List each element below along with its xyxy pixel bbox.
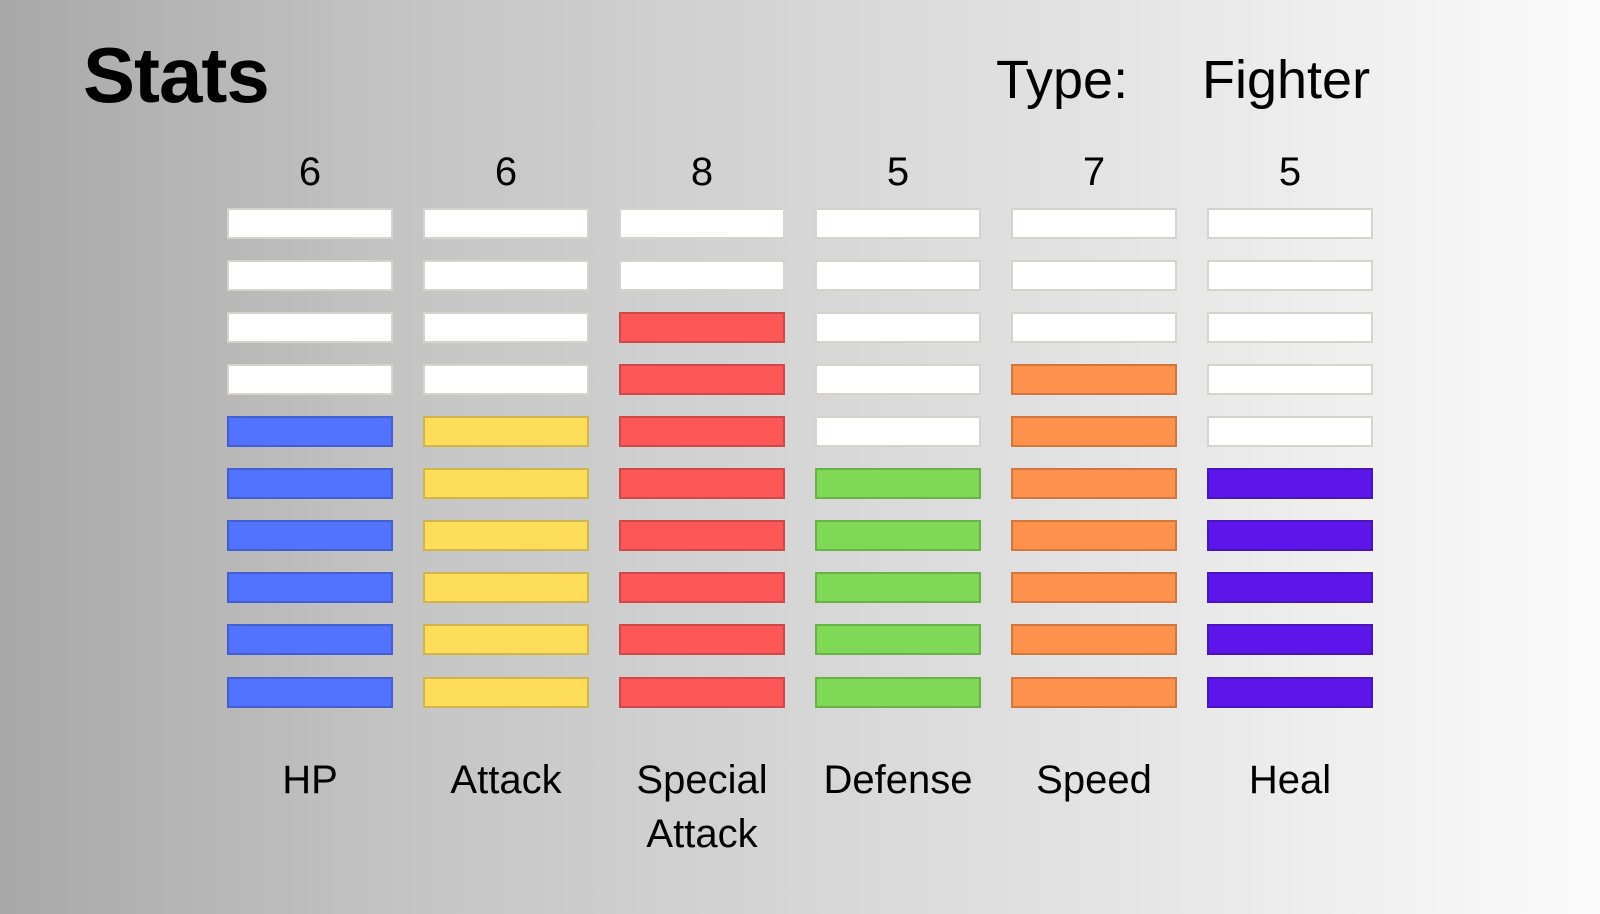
stat-bar-segment-empty <box>1011 260 1177 291</box>
stat-column: 5 Heal <box>1207 0 1373 914</box>
stat-bar-segment-filled <box>815 677 981 708</box>
stat-bar-segment-filled <box>1207 468 1373 499</box>
stat-bar-segment-filled <box>619 520 785 551</box>
stat-bar-segment-empty <box>1011 208 1177 239</box>
type-label: Type: <box>996 50 1129 110</box>
stat-bar-segment-empty <box>815 416 981 447</box>
stat-bar-segment-filled <box>619 312 785 343</box>
stat-bar-segment-empty <box>227 208 393 239</box>
stat-bar-segment-empty <box>1207 416 1373 447</box>
stat-bar-segment-filled <box>1011 572 1177 603</box>
stat-bar-segment-filled <box>423 624 589 655</box>
type-value: Fighter <box>1202 50 1371 110</box>
stat-bar-segment-filled <box>619 624 785 655</box>
stat-bar-segment-empty <box>1207 260 1373 291</box>
stat-bar-segment-filled <box>815 520 981 551</box>
stat-bar-segment-filled <box>1207 572 1373 603</box>
stat-bar-segment-empty <box>1207 312 1373 343</box>
stat-value: 5 <box>886 150 910 194</box>
stat-bar-segment-empty <box>227 312 393 343</box>
stat-bar-segment-empty <box>1207 208 1373 239</box>
stat-bar-segment-filled <box>227 468 393 499</box>
stat-bar-segment-filled <box>619 468 785 499</box>
stat-bar-segment-filled <box>815 624 981 655</box>
stat-bar-segment-filled <box>815 572 981 603</box>
stat-bar-segment-filled <box>423 677 589 708</box>
stat-bar-segment-filled <box>1011 416 1177 447</box>
stat-bar-segment-filled <box>423 468 589 499</box>
stat-label: HP <box>282 758 338 802</box>
stat-column: 7 Speed <box>1011 0 1177 914</box>
stat-bar-segment-filled <box>423 572 589 603</box>
stat-column: 6 Attack <box>423 0 589 914</box>
stat-bar-segment-filled <box>619 364 785 395</box>
stat-bar-segment-empty <box>619 260 785 291</box>
stat-bar-segment-empty <box>815 312 981 343</box>
stat-bar-segment-filled <box>227 572 393 603</box>
stat-bar-segment-filled <box>1011 624 1177 655</box>
stat-bar-segment-filled <box>227 520 393 551</box>
stat-column: 5 Defense <box>815 0 981 914</box>
stat-value: 7 <box>1082 150 1106 194</box>
stat-value: 6 <box>298 150 322 194</box>
stat-column: 6 HP <box>227 0 393 914</box>
stat-bar-segment-filled <box>619 677 785 708</box>
stat-bar-segment-filled <box>423 520 589 551</box>
stat-bar-segment-empty <box>227 364 393 395</box>
stat-bar-segment-filled <box>1011 468 1177 499</box>
stat-bar-segment-empty <box>815 364 981 395</box>
stat-bar-segment-empty <box>1011 312 1177 343</box>
stat-label: Speed <box>1036 758 1152 802</box>
stat-bar-segment-empty <box>423 260 589 291</box>
stat-bar-segment-filled <box>1011 364 1177 395</box>
page-title: Stats <box>83 31 270 119</box>
stat-bar-segment-filled <box>227 624 393 655</box>
stat-bar-segment-filled <box>423 416 589 447</box>
stat-value: 8 <box>690 150 714 194</box>
stat-bar-segment-filled <box>619 416 785 447</box>
stat-bar-segment-filled <box>227 416 393 447</box>
stat-bar-segment-filled <box>1207 520 1373 551</box>
stat-bar-segment-filled <box>1207 677 1373 708</box>
stat-bar-segment-empty <box>815 260 981 291</box>
stat-bar-segment-empty <box>227 260 393 291</box>
stat-bar-segment-empty <box>815 208 981 239</box>
stat-value: 5 <box>1278 150 1302 194</box>
stat-label: Defense <box>823 758 973 802</box>
stat-bar-segment-filled <box>1011 520 1177 551</box>
stat-bar-segment-empty <box>423 312 589 343</box>
stat-bar-segment-filled <box>1011 677 1177 708</box>
stat-label: Heal <box>1248 758 1332 802</box>
stat-label: Special Attack <box>636 758 768 856</box>
stat-bar-segment-empty <box>423 208 589 239</box>
stat-bar-segment-filled <box>1207 624 1373 655</box>
stat-bar-segment-empty <box>1207 364 1373 395</box>
stat-bar-segment-filled <box>227 677 393 708</box>
stat-column: 8 Special Attack <box>619 0 785 914</box>
stat-label: Attack <box>450 758 562 802</box>
stat-bar-segment-filled <box>815 468 981 499</box>
stat-bar-segment-filled <box>619 572 785 603</box>
stat-value: 6 <box>494 150 518 194</box>
stat-bar-segment-empty <box>619 208 785 239</box>
stat-bar-segment-empty <box>423 364 589 395</box>
